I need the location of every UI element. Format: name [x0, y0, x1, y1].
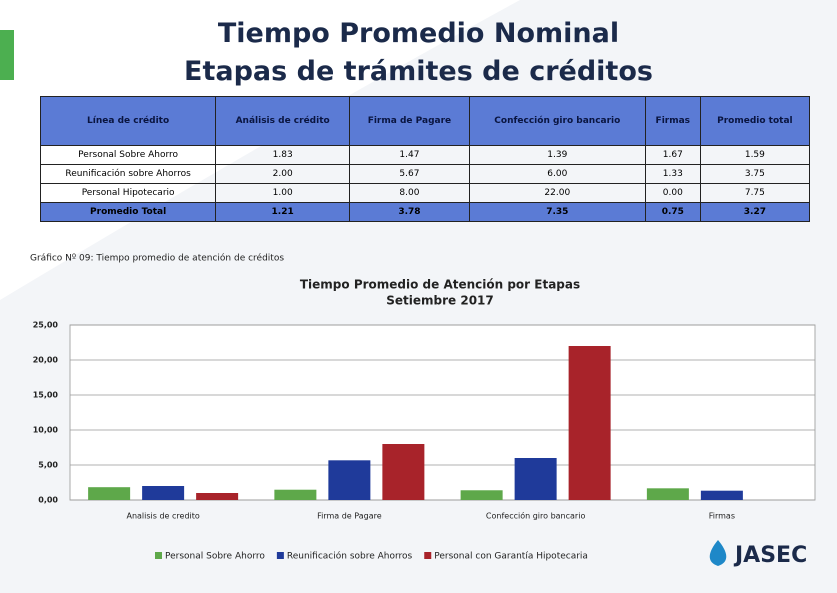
bar — [196, 493, 239, 500]
header-row: Línea de crédito Análisis de crédito Firma… — [39, 96, 811, 146]
table-cell: 3.78 — [349, 202, 470, 222]
chart-subtitle: Setiembre 2017 — [386, 294, 494, 308]
header-cell: Firmas — [644, 96, 701, 146]
table-cell: Promedio Total — [39, 202, 217, 222]
legend-swatch — [155, 552, 162, 559]
x-tick-label: Firma de Pagare — [317, 512, 382, 521]
y-tick-label: 25,00 — [33, 321, 59, 330]
logo-icon — [709, 540, 727, 566]
chart-title: Tiempo Promedio de Atención por Etapas — [300, 278, 580, 292]
legend-label: Personal Sobre Ahorro — [165, 552, 265, 562]
legend-label: Personal con Garantía Hipotecaria — [434, 552, 588, 562]
table-cell: 3.75 — [699, 164, 811, 184]
caption: Gráfico Nº 09: Tiempo promedio de atenci… — [30, 253, 284, 264]
bar — [142, 486, 185, 500]
header-cell: Línea de crédito — [39, 96, 217, 146]
legend-swatch — [276, 552, 284, 559]
x-tick-label: Analisis de credito — [126, 512, 199, 521]
table-cell: 1.21 — [215, 202, 351, 222]
x-tick-label: Firmas — [709, 512, 735, 521]
table-row: Personal Sobre Ahorro 1.83 1.47 1.39 1.67 1.5… — [39, 145, 811, 165]
y-tick-label: 10,00 — [33, 426, 59, 435]
accent-bar — [0, 30, 14, 80]
title: Etapas de trámites de créditos — [184, 56, 653, 87]
header-cell: Firma de Pagare — [349, 96, 470, 146]
table-cell: 3.27 — [699, 202, 811, 222]
y-tick-label: 20,00 — [33, 356, 59, 365]
table-cell: 0.75 — [644, 202, 701, 222]
bar — [700, 490, 743, 500]
y-tick-label: 5,00 — [38, 461, 58, 470]
header-cell: Promedio total — [699, 96, 811, 146]
legend-swatch — [424, 552, 432, 559]
logo: JASEC — [733, 543, 807, 568]
bar — [568, 346, 611, 500]
y-tick-label: 0,00 — [38, 496, 58, 505]
header-cell: Análisis de crédito — [215, 96, 351, 146]
plot-area — [69, 324, 816, 501]
bar — [460, 490, 503, 500]
table-cell: 7.35 — [468, 202, 646, 222]
header-cell: Confección giro bancario — [468, 96, 646, 146]
bar — [274, 489, 317, 500]
table-row: Promedio Total 1.21 3.78 7.35 0.75 3.27 — [39, 202, 811, 222]
bar — [646, 488, 689, 500]
bar — [328, 460, 371, 500]
table-row: Reunificación sobre Ahorros 2.00 5.67 6.00 1… — [39, 164, 811, 184]
x-tick-label: Confección giro bancario — [486, 511, 586, 521]
bar — [88, 487, 131, 500]
y-tick-label: 15,00 — [33, 391, 59, 400]
bar — [382, 444, 425, 500]
legend-label: Reunificación sobre Ahorros — [287, 551, 413, 562]
title: Tiempo Promedio Nominal — [217, 18, 620, 49]
table: Línea de crédito Análisis de crédito Firma… — [39, 96, 811, 222]
table-row: Personal Hipotecario 1.00 8.00 22.00 0.00 7.7… — [39, 183, 811, 203]
bar — [514, 458, 557, 500]
